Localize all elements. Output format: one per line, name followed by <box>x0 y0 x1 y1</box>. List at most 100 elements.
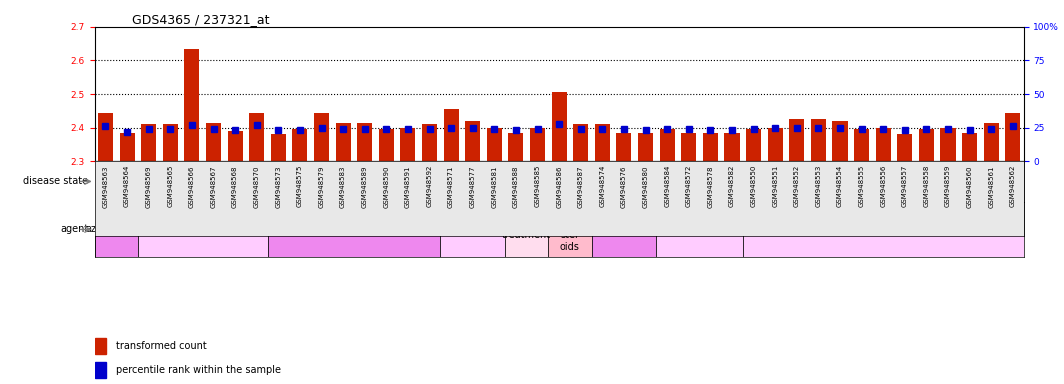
Text: GSM948592: GSM948592 <box>427 165 433 207</box>
Bar <box>95 338 106 354</box>
Bar <box>444 109 459 161</box>
Bar <box>486 127 502 161</box>
Text: GSM948585: GSM948585 <box>534 165 541 207</box>
Bar <box>595 124 610 161</box>
Text: GSM948550: GSM948550 <box>750 165 757 207</box>
Text: agent: agent <box>60 224 88 235</box>
Text: GSM948557: GSM948557 <box>902 165 908 207</box>
Text: GSM948580: GSM948580 <box>643 165 649 207</box>
Bar <box>983 122 999 161</box>
Bar <box>638 133 653 161</box>
Bar <box>832 121 848 161</box>
Text: GSM948552: GSM948552 <box>794 165 800 207</box>
Bar <box>592 161 743 202</box>
Bar <box>919 129 934 161</box>
Text: GSM948577: GSM948577 <box>469 165 476 207</box>
Text: GSM948587: GSM948587 <box>578 165 584 207</box>
Bar <box>119 133 135 161</box>
Bar <box>98 113 113 161</box>
Text: disease state: disease state <box>23 176 88 187</box>
Text: syst
emic
ster
oids: syst emic ster oids <box>559 207 582 252</box>
Bar <box>656 202 743 257</box>
Text: GSM948588: GSM948588 <box>513 165 519 207</box>
Bar <box>789 119 804 161</box>
Bar <box>616 133 632 161</box>
Bar <box>725 133 739 161</box>
Text: percentile rank within the sample: percentile rank within the sample <box>116 365 281 375</box>
Text: GSM948576: GSM948576 <box>621 165 627 207</box>
Text: 5-ASA: 5-ASA <box>685 224 714 235</box>
Bar <box>400 127 415 161</box>
Bar <box>270 134 286 161</box>
Text: GSM948562: GSM948562 <box>1010 165 1016 207</box>
Text: GSM948561: GSM948561 <box>988 165 994 207</box>
Bar <box>138 202 267 257</box>
Text: GSM948583: GSM948583 <box>340 165 346 207</box>
Bar <box>228 131 243 161</box>
Bar <box>267 202 440 257</box>
Text: GSM948560: GSM948560 <box>966 165 972 207</box>
Text: 5-ASA: 5-ASA <box>188 224 217 235</box>
Text: azathioprine: azathioprine <box>86 224 147 235</box>
Text: transformed count: transformed count <box>116 341 206 351</box>
Bar <box>1005 113 1020 161</box>
Text: GSM948551: GSM948551 <box>772 165 778 207</box>
Text: GSM948575: GSM948575 <box>297 165 303 207</box>
Text: GSM948579: GSM948579 <box>318 165 325 207</box>
Text: GSM948567: GSM948567 <box>211 165 216 207</box>
Bar <box>293 129 307 161</box>
Bar <box>592 202 656 257</box>
Text: GSM948563: GSM948563 <box>102 165 109 207</box>
Text: GSM948581: GSM948581 <box>492 165 497 207</box>
Text: azathioprine: azathioprine <box>594 224 654 235</box>
Text: GSM948591: GSM948591 <box>405 165 411 207</box>
Text: n/a: n/a <box>876 224 891 235</box>
Text: GSM948574: GSM948574 <box>599 165 605 207</box>
Bar <box>743 161 1024 202</box>
Text: GSM948564: GSM948564 <box>124 165 130 207</box>
Bar <box>551 93 567 161</box>
Bar <box>854 129 869 161</box>
Bar <box>530 127 545 161</box>
Text: GSM948586: GSM948586 <box>556 165 562 207</box>
Bar <box>941 127 955 161</box>
Bar <box>267 161 592 202</box>
Bar <box>249 113 264 161</box>
Text: azathioprine: azathioprine <box>323 224 384 235</box>
Bar <box>95 202 138 257</box>
Bar <box>509 133 523 161</box>
Text: GSM948573: GSM948573 <box>276 165 281 207</box>
Bar <box>573 124 588 161</box>
Bar <box>422 124 437 161</box>
Text: GSM948568: GSM948568 <box>232 165 238 207</box>
Bar <box>465 121 480 161</box>
Bar <box>962 133 977 161</box>
Text: UC_active (involved mucosa): UC_active (involved mucosa) <box>359 176 500 187</box>
Bar <box>876 127 891 161</box>
Text: 5-ASA: 5-ASA <box>459 224 487 235</box>
Bar <box>95 362 106 378</box>
Bar <box>767 127 783 161</box>
Bar <box>314 113 329 161</box>
Text: UC_active (non-involved
mucosa): UC_active (non-involved mucosa) <box>608 170 727 193</box>
Bar <box>335 122 351 161</box>
Text: GSM948555: GSM948555 <box>859 165 865 207</box>
Bar <box>681 133 696 161</box>
Bar <box>440 202 505 257</box>
Bar <box>811 119 826 161</box>
Text: GSM948566: GSM948566 <box>189 165 195 207</box>
Bar <box>743 202 1024 257</box>
Bar <box>379 129 394 161</box>
Text: UC_remission (involved mucosa): UC_remission (involved mucosa) <box>101 176 261 187</box>
Text: GSM948565: GSM948565 <box>167 165 173 207</box>
Bar <box>206 122 221 161</box>
Bar <box>746 129 761 161</box>
Text: control: control <box>866 176 900 187</box>
Text: GSM948570: GSM948570 <box>253 165 260 207</box>
Bar <box>897 134 912 161</box>
Text: GSM948556: GSM948556 <box>880 165 886 207</box>
Text: GSM948590: GSM948590 <box>383 165 389 207</box>
Text: GSM948572: GSM948572 <box>685 165 692 207</box>
Bar <box>163 124 178 161</box>
Text: GSM948578: GSM948578 <box>708 165 713 207</box>
